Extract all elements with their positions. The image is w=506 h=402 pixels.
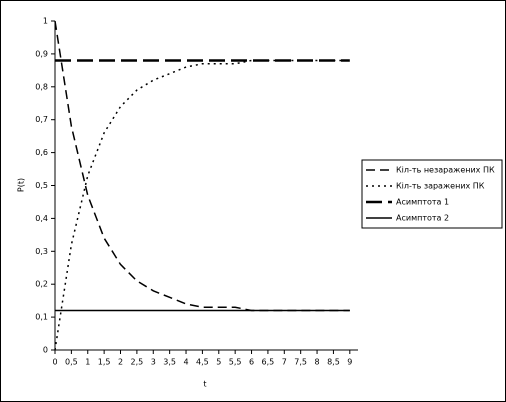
- x-tick-label: 0: [52, 358, 57, 367]
- legend-box: [361, 159, 503, 229]
- x-tick-label: 1: [85, 358, 90, 367]
- x-tick-label: 0,5: [65, 358, 78, 367]
- y-tick-label: 1: [43, 17, 48, 26]
- x-tick-label: 7: [282, 358, 287, 367]
- x-tick-label: 5: [216, 358, 221, 367]
- x-tick-label: 5,5: [229, 358, 242, 367]
- y-tick-label: 0,4: [35, 214, 48, 223]
- y-tick-label: 0,1: [35, 313, 48, 322]
- y-tick-label: 0,5: [35, 181, 48, 190]
- x-tick-label: 2,5: [131, 358, 144, 367]
- legend-label: Асимптота 1: [396, 198, 449, 207]
- x-tick-label: 8: [315, 358, 320, 367]
- x-tick-label: 3,5: [163, 358, 176, 367]
- legend-label: Асимптота 2: [396, 214, 449, 223]
- x-axis-label: t: [203, 380, 206, 389]
- x-tick-label: 4,5: [196, 358, 209, 367]
- x-tick-label: 8,5: [327, 358, 340, 367]
- x-tick-label: 1,5: [98, 358, 111, 367]
- y-tick-label: 0,9: [35, 49, 48, 58]
- series-line: [54, 59, 350, 351]
- x-tick-label: 6: [249, 358, 254, 367]
- y-tick-label: 0: [43, 346, 48, 355]
- y-tick-label: 0,6: [35, 148, 48, 157]
- y-tick-label: 0,3: [35, 247, 48, 256]
- x-tick-label: 7,5: [294, 358, 307, 367]
- x-tick-label: 3: [151, 358, 156, 367]
- x-tick-label: 4: [183, 358, 188, 367]
- legend-label: Кіл-ть незаражених ПК: [396, 166, 495, 175]
- x-tick-label: 6,5: [262, 358, 275, 367]
- legend: Кіл-ть незаражених ПК Кіл-ть заражених ПК…: [361, 159, 503, 229]
- x-tick-label: 9: [347, 358, 352, 367]
- legend-label: Кіл-ть заражених ПК: [396, 182, 485, 191]
- y-tick-label: 0,2: [35, 280, 48, 289]
- y-tick-label: 0,7: [35, 115, 48, 124]
- y-axis-label: P(t): [17, 178, 26, 192]
- x-tick-label: 2: [118, 358, 123, 367]
- y-tick-label: 0,8: [35, 82, 48, 91]
